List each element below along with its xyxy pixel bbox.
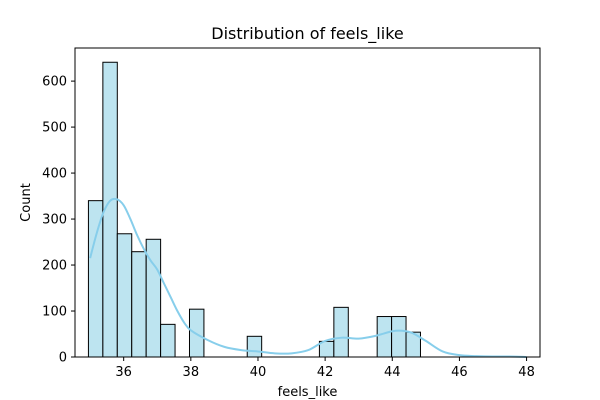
x-axis-label: feels_like [278, 385, 338, 400]
y-axis-ticks: 0 100 200 300 400 500 600 [42, 75, 75, 366]
x-tick-label: 46 [451, 365, 468, 380]
histogram-bar [160, 323, 176, 358]
histogram-bar [87, 200, 104, 358]
y-tick-label: 100 [42, 305, 67, 320]
y-tick-label: 600 [42, 75, 67, 90]
x-tick-label: 38 [183, 365, 200, 380]
x-tick-label: 42 [317, 365, 334, 380]
histogram-bar [391, 316, 407, 358]
x-tick-label: 44 [384, 365, 401, 380]
x-tick-label: 40 [250, 365, 267, 380]
kde-curve [89, 197, 527, 358]
histogram-bar [131, 251, 147, 358]
x-axis-ticks: 36 38 40 42 44 46 48 [115, 357, 535, 380]
y-tick-label: 500 [42, 121, 67, 136]
y-tick-label: 400 [42, 167, 67, 182]
plot-frame [74, 47, 541, 358]
x-tick-label: 36 [115, 365, 132, 380]
y-tick-label: 0 [59, 351, 67, 366]
x-tick-label: 48 [518, 365, 535, 380]
histogram-bar [116, 233, 133, 358]
y-tick-label: 200 [42, 259, 67, 274]
chart-title: Distribution of feels_like [211, 24, 403, 44]
y-axis-label: Count [19, 183, 34, 222]
histogram-bar [246, 335, 263, 358]
y-tick-label: 300 [42, 213, 67, 228]
bars-layer [87, 61, 421, 358]
histogram-bar [376, 316, 393, 358]
histogram-bar [333, 306, 349, 358]
kde-layer [89, 197, 527, 358]
